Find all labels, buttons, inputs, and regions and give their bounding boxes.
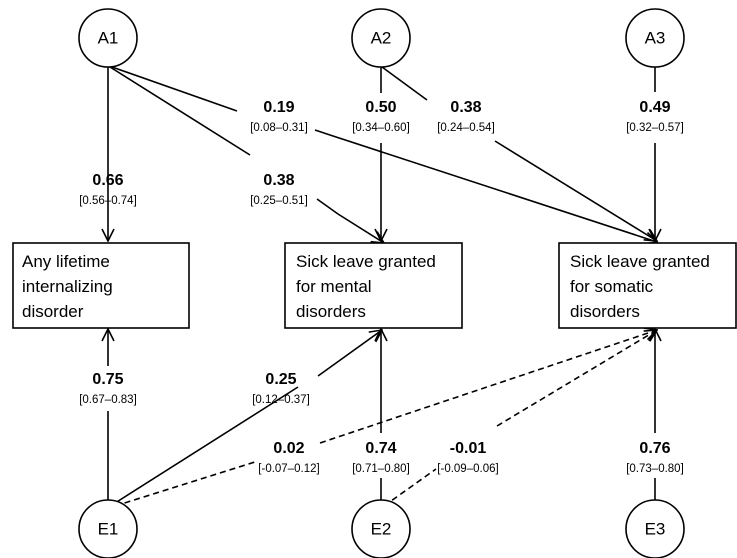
- node-a1-circle: [78, 8, 138, 68]
- ci-a1-internalizing: [0.56–0.74]: [79, 195, 137, 207]
- ci-e1-internalizing: [0.67–0.83]: [79, 394, 137, 406]
- box-mental-line-1: Sick leave granted: [296, 252, 436, 271]
- node-e2-circle: [351, 499, 411, 558]
- path-a1-somatic: [314, 129, 657, 242]
- node-e3-label: E3: [645, 520, 666, 539]
- node-e3-circle: [625, 499, 685, 558]
- path-e1-somatic-dashed-arrow: [319, 330, 657, 444]
- box-somatic-sick-leave: [558, 242, 737, 329]
- path-a2-somatic: [494, 140, 657, 241]
- ci-e1-somatic: [-0.07–0.12]: [258, 463, 319, 475]
- path-a1-mental: [316, 198, 384, 243]
- coef-e2-somatic: -0.01: [450, 440, 487, 457]
- box-internalizing-line-2: internalizing: [22, 277, 113, 296]
- ci-a2-somatic: [0.24–0.54]: [437, 122, 495, 134]
- node-a1-label: A1: [98, 29, 119, 48]
- node-e1-circle: [78, 499, 138, 558]
- node-a3-circle: [625, 8, 685, 68]
- path-e2-somatic-dashed: [383, 468, 437, 507]
- ci-a3-somatic: [0.32–0.57]: [626, 122, 684, 134]
- box-somatic-line-1: Sick leave granted: [570, 252, 710, 271]
- coef-a1-internalizing: 0.66: [92, 172, 123, 189]
- ci-e2-mental: [0.71–0.80]: [352, 463, 410, 475]
- box-mental-line-2: for mental: [296, 277, 372, 296]
- ci-e1-mental: [0.12–0.37]: [252, 394, 310, 406]
- ci-a1-somatic: [0.08–0.31]: [250, 122, 308, 134]
- coef-a3-somatic: 0.49: [639, 99, 670, 116]
- coef-e2-mental: 0.74: [365, 440, 396, 457]
- coef-e1-mental: 0.25: [265, 371, 296, 388]
- box-internalizing: [12, 242, 190, 329]
- ci-a1-mental: [0.25–0.51]: [250, 195, 308, 207]
- ci-e2-somatic: [-0.09–0.06]: [437, 463, 498, 475]
- node-a2-label: A2: [371, 29, 392, 48]
- node-a2-circle: [351, 8, 411, 68]
- path-a1-mental-segment: [109, 66, 251, 156]
- ci-e3-somatic: [0.73–0.80]: [626, 463, 684, 475]
- node-e2-label: E2: [371, 520, 392, 539]
- coef-a2-mental: 0.50: [365, 99, 396, 116]
- path-a2-somatic-segment: [381, 66, 428, 101]
- box-internalizing-line-1: Any lifetime: [22, 252, 110, 271]
- coef-a1-somatic: 0.19: [263, 99, 294, 116]
- node-a3-label: A3: [645, 29, 666, 48]
- coef-a2-somatic: 0.38: [450, 99, 481, 116]
- node-e1-label: E1: [98, 520, 119, 539]
- coef-e3-somatic: 0.76: [639, 440, 670, 457]
- coef-e1-somatic: 0.02: [273, 440, 304, 457]
- path-e2-somatic-dashed-arrow: [496, 330, 657, 427]
- coef-e1-internalizing: 0.75: [92, 371, 123, 388]
- box-mental-sick-leave: [284, 242, 463, 329]
- coef-a1-mental: 0.38: [263, 172, 294, 189]
- box-somatic-line-3: disorders: [570, 302, 640, 321]
- path-e1-somatic-dashed: [114, 460, 259, 507]
- box-somatic-line-2: for somatic: [570, 277, 654, 296]
- box-internalizing-line-3: disorder: [22, 302, 84, 321]
- path-a1-somatic-segment: [111, 66, 238, 112]
- box-mental-line-3: disorders: [296, 302, 366, 321]
- path-e1-mental: [111, 386, 299, 506]
- path-e1-mental-arrow: [317, 330, 382, 377]
- ci-a2-mental: [0.34–0.60]: [352, 122, 410, 134]
